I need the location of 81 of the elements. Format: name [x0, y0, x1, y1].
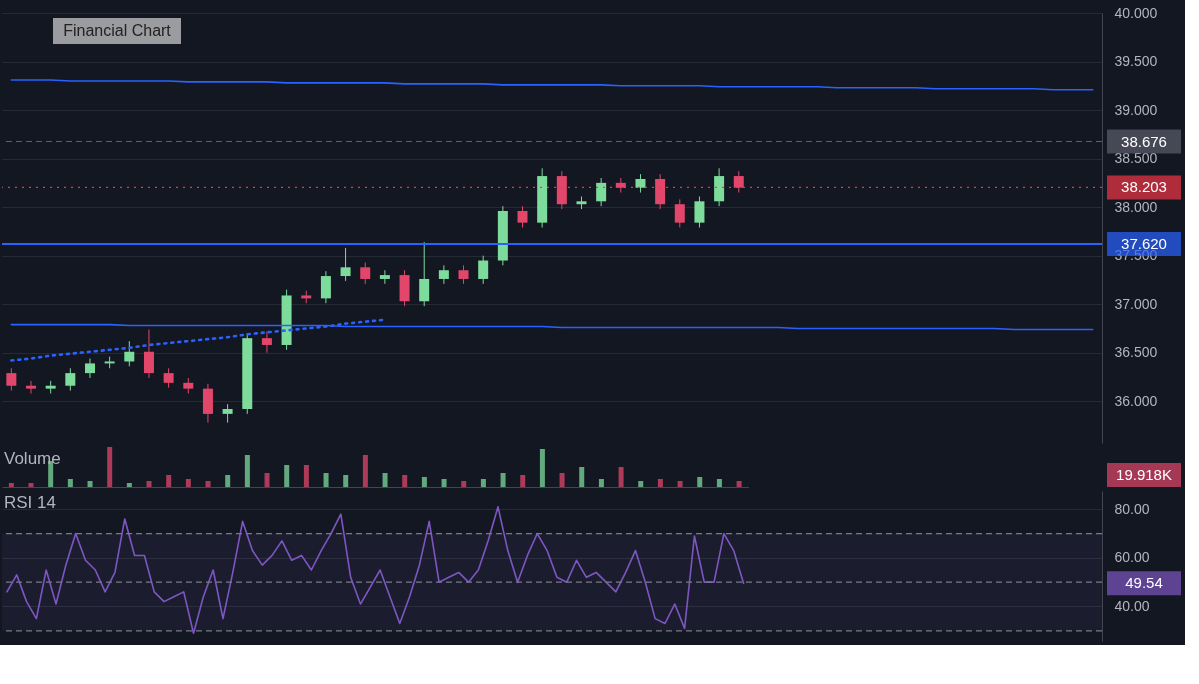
text: 19.918K	[1116, 466, 1172, 483]
line-series	[10, 79, 1094, 91]
candlestick	[419, 241, 430, 307]
chart-title: Volume	[4, 449, 61, 468]
bar	[67, 479, 73, 487]
candlestick	[596, 177, 607, 207]
y-tick-label: 36.000	[1114, 392, 1158, 409]
candlestick	[733, 170, 744, 194]
bar	[185, 479, 191, 487]
candlestick	[84, 358, 95, 379]
candlestick	[163, 367, 174, 389]
bar	[657, 479, 663, 487]
bar	[323, 473, 329, 487]
candlestick	[320, 270, 331, 304]
bar	[284, 465, 290, 487]
bar	[166, 475, 172, 487]
bar	[461, 481, 467, 487]
candlestick	[674, 198, 685, 229]
y-tick-label: 39.000	[1114, 101, 1158, 118]
candlestick	[143, 328, 154, 379]
candlestick	[26, 380, 36, 394]
chart-title: RSI 14	[4, 493, 56, 512]
bar	[362, 455, 368, 487]
candlestick	[635, 173, 646, 194]
bar	[618, 467, 624, 487]
bar	[28, 483, 34, 487]
candlestick	[438, 264, 449, 285]
candlestick	[458, 264, 469, 285]
y-tick-label: 38.000	[1114, 198, 1158, 215]
candlestick	[694, 195, 705, 229]
y-tick-label: 40.000	[1114, 4, 1158, 21]
bar	[343, 475, 349, 487]
bar	[205, 481, 211, 487]
candlestick	[222, 403, 233, 424]
bar	[500, 473, 506, 487]
bar	[146, 481, 152, 487]
bar	[520, 475, 526, 487]
candlestick	[340, 247, 351, 282]
bar	[677, 481, 683, 487]
candlestick	[379, 269, 390, 285]
candlestick	[6, 367, 17, 392]
y-tick-label: 80.00	[1114, 500, 1150, 517]
bar	[559, 473, 565, 487]
bar	[697, 477, 703, 487]
candlestick	[65, 367, 76, 392]
y-tick-label: 40.00	[1114, 597, 1150, 614]
text: Financial Chart	[63, 22, 172, 39]
bar	[441, 479, 447, 487]
bar	[638, 481, 644, 487]
bar	[8, 483, 14, 487]
bar	[225, 475, 231, 487]
bar	[244, 455, 250, 487]
bar	[736, 481, 742, 487]
bar	[598, 479, 604, 487]
ref-line-label: 37.620	[1121, 235, 1167, 253]
y-tick-label: 39.500	[1114, 53, 1158, 70]
bar	[107, 447, 113, 487]
bar	[382, 473, 388, 487]
candlestick	[261, 330, 272, 354]
bar	[402, 475, 408, 487]
bar	[539, 449, 545, 487]
bar	[421, 477, 427, 487]
bar	[480, 479, 486, 487]
bar	[716, 479, 722, 487]
candlestick	[360, 261, 371, 285]
ref-line-label: 38.203	[1121, 178, 1167, 196]
text: 49.54	[1125, 574, 1163, 592]
candlestick	[517, 205, 528, 229]
y-tick-label: 36.500	[1114, 344, 1158, 361]
candlestick	[124, 340, 135, 367]
ref-line-label: 38.676	[1121, 132, 1167, 150]
y-tick-label: 38.500	[1114, 150, 1158, 167]
line-series	[6, 506, 745, 635]
bar	[264, 473, 270, 487]
y-tick-label: 37.000	[1114, 295, 1158, 312]
bar	[579, 467, 585, 487]
y-tick-label: 60.00	[1114, 549, 1150, 566]
bar	[87, 481, 93, 487]
bar	[303, 465, 309, 487]
candlestick	[478, 255, 489, 285]
bar	[126, 483, 132, 487]
